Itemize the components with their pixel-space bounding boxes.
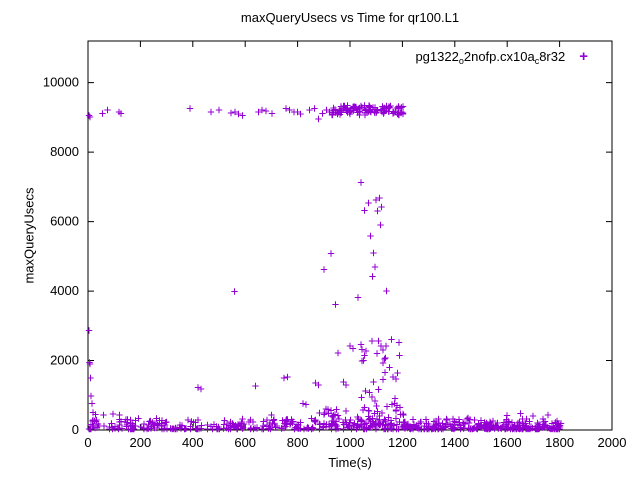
x-tick-label: 1600: [493, 435, 522, 450]
y-tick-label: 10000: [43, 75, 79, 90]
y-tick-label: 0: [72, 422, 79, 437]
x-tick-label: 400: [182, 435, 204, 450]
y-axis-label: maxQueryUsecs: [21, 187, 37, 284]
x-tick-label: 800: [287, 435, 309, 450]
axis-ticks: [87, 41, 613, 431]
chart-title: maxQueryUsecs vs Time for qr100.L1: [240, 10, 460, 25]
plot-border: [87, 40, 613, 431]
x-tick-label: 0: [84, 435, 91, 450]
x-axis-label: Time(s): [328, 455, 372, 470]
scatter-points: [85, 102, 565, 433]
x-tick-label: 2000: [598, 435, 627, 450]
y-tick-label: 8000: [50, 144, 79, 159]
y-tick-label: 4000: [50, 283, 79, 298]
x-tick-label: 1800: [545, 435, 574, 450]
x-tick-label: 1000: [336, 435, 365, 450]
y-tick-label: 2000: [50, 353, 79, 368]
y-tick-label: 6000: [50, 214, 79, 229]
legend-label: pg1322o2nofp.cx10ac8r32: [415, 49, 566, 66]
legend-marker-icon: +: [579, 48, 588, 65]
legend: pg1322o2nofp.cx10ac8r32 +: [88, 49, 588, 66]
x-tick-label: 1200: [388, 435, 417, 450]
x-tick-label: 600: [234, 435, 256, 450]
x-tick-label: 200: [130, 435, 152, 450]
x-tick-label: 1400: [440, 435, 469, 450]
